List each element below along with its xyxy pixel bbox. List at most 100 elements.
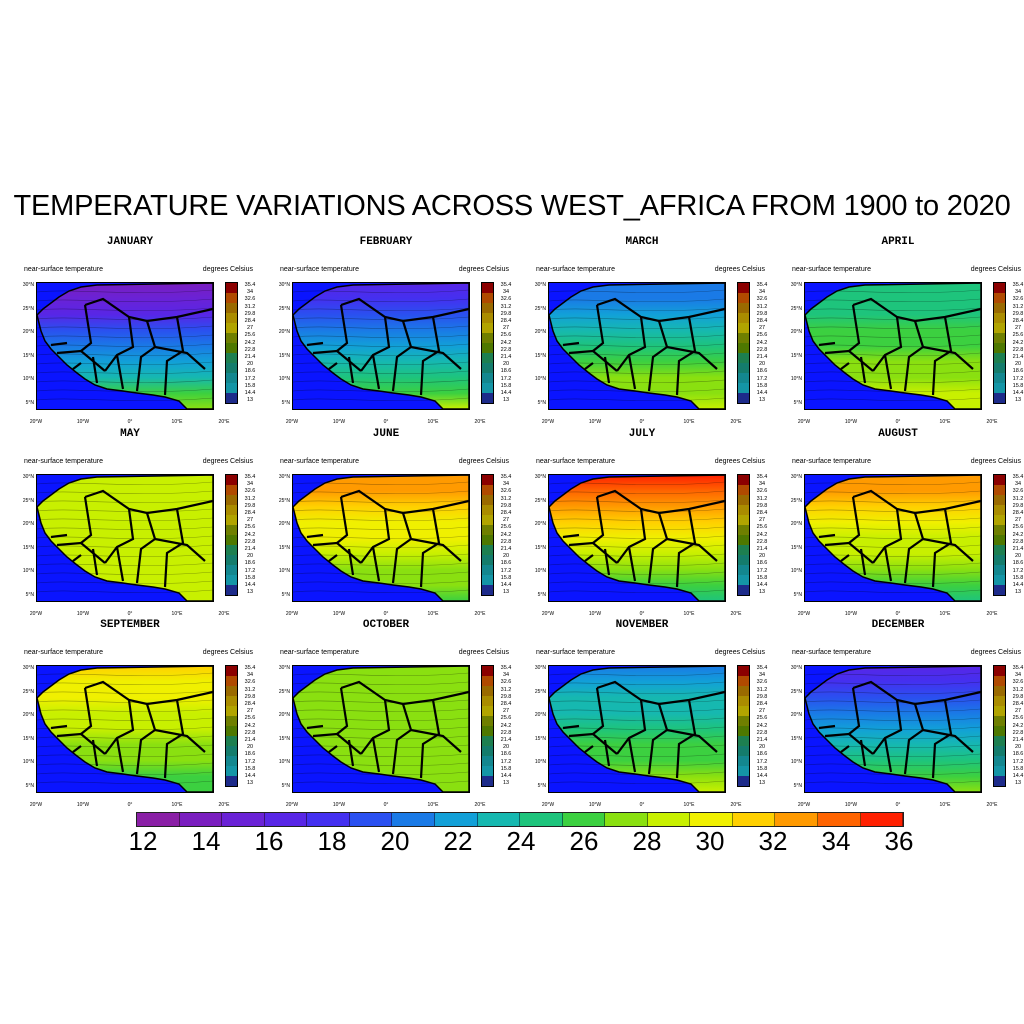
legend-swatch bbox=[738, 475, 749, 485]
legend-swatch bbox=[226, 393, 237, 403]
country-border bbox=[72, 745, 82, 753]
panel-title: SEPTEMBER bbox=[100, 619, 160, 631]
country-border bbox=[666, 537, 718, 562]
legend-swatch bbox=[994, 746, 1005, 756]
panel-legend-label: 17.2 bbox=[756, 567, 768, 574]
latitude-tick-label: 15°N bbox=[22, 735, 34, 742]
country-border bbox=[584, 745, 594, 753]
latitude-tick-label: 15°N bbox=[278, 735, 290, 742]
legend-swatch bbox=[994, 333, 1005, 343]
longitude-tick-label: 10°W bbox=[332, 611, 346, 617]
latitude-tick-label: 10°N bbox=[534, 759, 546, 765]
country-border bbox=[675, 316, 697, 396]
panel-legend-bar bbox=[481, 474, 494, 596]
longitude-tick-label: 10°E bbox=[683, 611, 695, 617]
contour-line bbox=[549, 589, 725, 594]
colorbar-swatch bbox=[137, 813, 180, 826]
panel-legend-label: 21.4 bbox=[500, 737, 512, 743]
legend-swatch bbox=[226, 353, 237, 363]
panel-legend-bar bbox=[481, 282, 494, 404]
contour-line bbox=[37, 481, 213, 486]
panel-legend-label: 35.4 bbox=[500, 474, 512, 480]
panel-legend-label: 27 bbox=[758, 708, 766, 715]
latitude-tick-label: 25°N bbox=[278, 305, 290, 312]
panel-title: DECEMBER bbox=[871, 619, 925, 631]
legend-swatch bbox=[226, 383, 237, 393]
contour-line bbox=[549, 508, 725, 513]
panel-units-label: degrees Celsius bbox=[202, 266, 253, 273]
country-border bbox=[347, 356, 355, 384]
panel-legend-label: 28.4 bbox=[756, 318, 768, 324]
country-border bbox=[922, 728, 974, 753]
panel-legend-label: 27 bbox=[502, 325, 510, 332]
country-border bbox=[328, 554, 338, 562]
contour-line bbox=[805, 771, 981, 776]
contour-line bbox=[293, 361, 469, 366]
panel-legend-label: 15.8 bbox=[244, 574, 256, 581]
panel-may: MAY near-surface temperature degrees Celsi… bbox=[20, 428, 270, 617]
contour-line bbox=[293, 370, 469, 375]
panel-legend-label: 18.6 bbox=[1012, 560, 1024, 567]
panel-legend-label: 22.8 bbox=[756, 729, 768, 736]
contour-line bbox=[37, 361, 213, 366]
longitude-tick-label: 10°E bbox=[171, 802, 183, 808]
panel-legend-label: 34 bbox=[246, 289, 254, 296]
longitude-tick-label: 20°E bbox=[218, 802, 230, 808]
panel-november: NOVEMBER near-surface temperature degrees … bbox=[532, 619, 782, 808]
longitude-tick-label: 10°W bbox=[844, 419, 858, 425]
latitude-tick-label: 25°N bbox=[790, 497, 802, 504]
panel-legend-label: 15.8 bbox=[756, 574, 768, 581]
panel-legend-label: 25.6 bbox=[244, 332, 256, 339]
country-border bbox=[336, 687, 349, 735]
panel-legend-label: 18.6 bbox=[756, 368, 768, 375]
country-border bbox=[328, 745, 338, 753]
country-border bbox=[306, 341, 324, 347]
contour-line bbox=[37, 672, 213, 677]
panel-legend-label: 31.2 bbox=[756, 495, 768, 502]
colorbar-swatch bbox=[775, 813, 818, 826]
panel-legend-label: 21.4 bbox=[500, 354, 512, 360]
panel-legend-label: 22.8 bbox=[756, 538, 768, 545]
contour-line bbox=[805, 352, 981, 357]
country-border bbox=[391, 512, 413, 584]
country-border bbox=[903, 703, 925, 775]
longitude-tick-label: 20°E bbox=[474, 419, 486, 425]
contour-line bbox=[37, 307, 213, 312]
latitude-tick-label: 25°N bbox=[278, 688, 290, 695]
panel-legend-label: 15.8 bbox=[500, 765, 512, 772]
country-border bbox=[818, 533, 836, 539]
country-border bbox=[360, 316, 391, 372]
panel-legend-label: 35.4 bbox=[756, 665, 768, 671]
panel-variable-label: near-surface temperature bbox=[24, 266, 103, 273]
panel-legend-bar bbox=[225, 474, 238, 596]
panel-legend-label: 34 bbox=[1014, 289, 1022, 296]
panel-legend-label: 34 bbox=[758, 672, 766, 679]
legend-swatch bbox=[482, 303, 493, 313]
contour-line bbox=[549, 672, 725, 677]
panel-legend-label: 31.2 bbox=[756, 686, 768, 693]
longitude-tick-label: 10°W bbox=[332, 419, 346, 425]
contour-line bbox=[805, 544, 981, 549]
contour-line bbox=[805, 325, 981, 330]
panel-september: SEPTEMBER near-surface temperature degrees… bbox=[20, 619, 270, 808]
panel-legend-label: 35.4 bbox=[1012, 474, 1024, 480]
legend-swatch bbox=[738, 393, 749, 403]
country-border bbox=[818, 341, 836, 347]
colorbar-tick-label: 18 bbox=[317, 826, 347, 856]
country-border bbox=[922, 537, 974, 562]
latitude-tick-label: 30°N bbox=[22, 282, 34, 288]
latitude-tick-label: 10°N bbox=[534, 376, 546, 382]
country-border bbox=[840, 745, 850, 753]
country-border bbox=[675, 508, 697, 588]
contour-line bbox=[293, 553, 469, 558]
contour-line bbox=[37, 508, 213, 513]
country-border bbox=[872, 316, 903, 372]
country-border bbox=[616, 316, 647, 372]
contour-line bbox=[805, 370, 981, 375]
map-svg bbox=[37, 283, 213, 409]
latitude-tick-label: 5°N bbox=[281, 399, 290, 406]
panel-legend-bar bbox=[481, 665, 494, 787]
legend-swatch bbox=[482, 363, 493, 373]
panel-legend-label: 24.2 bbox=[500, 531, 512, 538]
legend-swatch bbox=[226, 756, 237, 766]
